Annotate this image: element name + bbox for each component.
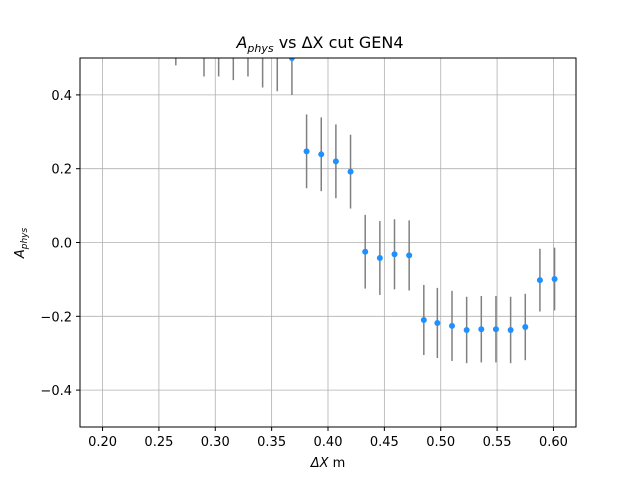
y-ticks: −0.4 −0.2 0.0 0.2 0.4 (40, 89, 80, 399)
x-tick-label: 0.35 (257, 435, 286, 450)
x-tick-label: 0.55 (483, 435, 512, 450)
data-point (303, 148, 310, 155)
title-rest: vs ΔX cut GEN4 (274, 33, 404, 52)
data-point (362, 248, 369, 255)
data-point (463, 326, 470, 333)
ylabel-main: A (13, 249, 28, 259)
title-main: A (235, 33, 247, 52)
data-point (536, 277, 543, 284)
y-tick-label: 0.2 (51, 163, 72, 178)
data-point (406, 252, 413, 259)
ylabel-sub: phys (20, 228, 30, 251)
chart-title: Aphys vs ΔX cut GEN4 (235, 33, 403, 55)
x-ticks: 0.20 0.25 0.30 0.35 0.40 0.45 0.50 0.55 0.60 (88, 427, 568, 450)
title-sub: phys (246, 42, 273, 55)
data-point (288, 58, 295, 61)
data-point (216, 37, 222, 43)
data-point (201, 37, 207, 43)
x-tick-label: 0.20 (88, 435, 117, 450)
data-point (492, 326, 499, 333)
data-point (332, 158, 339, 165)
data-point (347, 168, 354, 175)
x-axis-label: ΔX m (310, 456, 346, 471)
x-tick-label: 0.30 (201, 435, 230, 450)
data-point (522, 324, 529, 331)
data-point (478, 326, 485, 333)
y-tick-label: 0.4 (51, 89, 72, 104)
data-point (318, 151, 325, 158)
y-tick-label: −0.2 (40, 310, 72, 325)
data-point (420, 316, 427, 323)
xlabel-main: ΔX (310, 456, 330, 471)
x-tick-label: 0.25 (144, 435, 173, 450)
data-point (230, 40, 236, 46)
x-tick-label: 0.40 (314, 435, 343, 450)
x-tick-label: 0.50 (426, 435, 455, 450)
y-tick-label: −0.4 (40, 384, 72, 399)
x-tick-label: 0.45 (370, 435, 399, 450)
data-point (434, 319, 441, 326)
data-point (173, 25, 179, 31)
xlabel-rest: m (329, 456, 346, 471)
data-point (551, 276, 558, 283)
plot-marks (173, 25, 558, 364)
y-grid (80, 94, 576, 391)
y-axis-label: Aphys (13, 228, 30, 260)
data-points (173, 25, 558, 364)
data-point (274, 51, 280, 57)
y-tick-label: 0.0 (51, 237, 72, 252)
data-point (391, 251, 398, 258)
data-point (376, 254, 383, 261)
data-point (449, 322, 455, 329)
data-point (507, 326, 514, 333)
x-tick-label: 0.60 (539, 435, 568, 450)
